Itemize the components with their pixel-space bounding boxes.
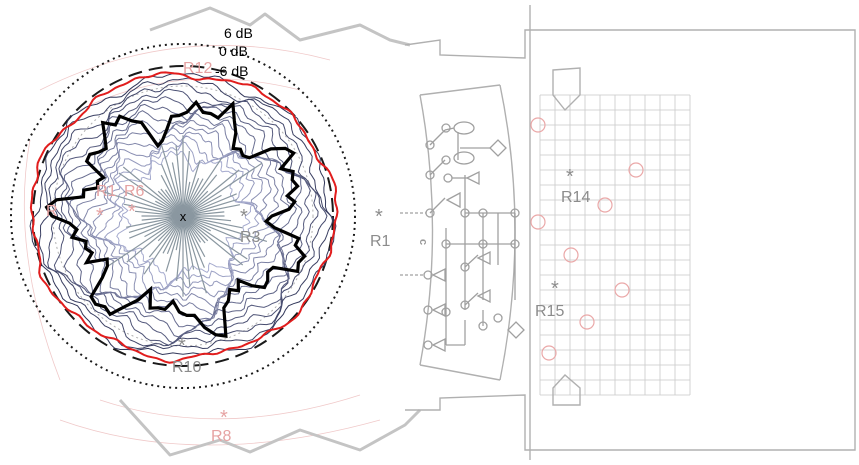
receiver-star-r8: * [220,407,228,429]
seating-arcs [23,45,381,446]
backstage-circles [530,117,644,361]
ring-label-6db: 6 dB [224,25,253,41]
outer-red-contour [29,71,339,364]
receiver-star-r5: * [96,205,104,227]
receiver-star-r15: * [551,278,559,300]
inner-rays [98,135,268,297]
receiver-label-r15: R15 [535,303,564,320]
receiver-label-r3: R3 [240,229,261,246]
receiver-label-r14: R14 [561,189,590,206]
center-marker: x [180,209,187,224]
receiver-star-r10: * [178,335,186,357]
polar-plot: x [10,43,356,389]
receiver-label-r1: R1 [370,233,391,250]
ring-label-minus6db: -6 dB [215,63,248,79]
ring-label-0db: 0 dB [219,43,248,59]
receiver-label-r10: R10 [172,359,201,376]
receiver-star-r3: * [240,206,248,228]
receivers-pink: R12 R1 R6 R * * * R8 [46,60,232,445]
ring-minus6db [52,85,314,347]
stage-marker: c [417,239,429,245]
ring-labels: 6 dB 0 dB -6 dB [215,25,253,79]
backstage-doors [552,67,581,406]
building-outline [118,6,422,457]
main-black-contour [44,99,307,338]
receiver-label-r8: R8 [211,428,232,445]
ring-6db [10,43,356,389]
receiver-label-r11: R1 [96,183,117,200]
receivers-gray: * R1 * R3 * R10 * R14 * R15 [172,166,590,376]
orchestra-symbols [400,121,525,353]
backstage-grid [539,94,691,396]
receiver-star-r1: * [375,206,383,228]
receiver-label-r6: R6 [124,183,145,200]
receiver-star-r6: * [128,201,136,223]
receiver-label-r12: R12 [183,60,212,77]
receiver-star-r14: * [566,166,574,188]
receiver-label-r5: R [46,203,58,220]
